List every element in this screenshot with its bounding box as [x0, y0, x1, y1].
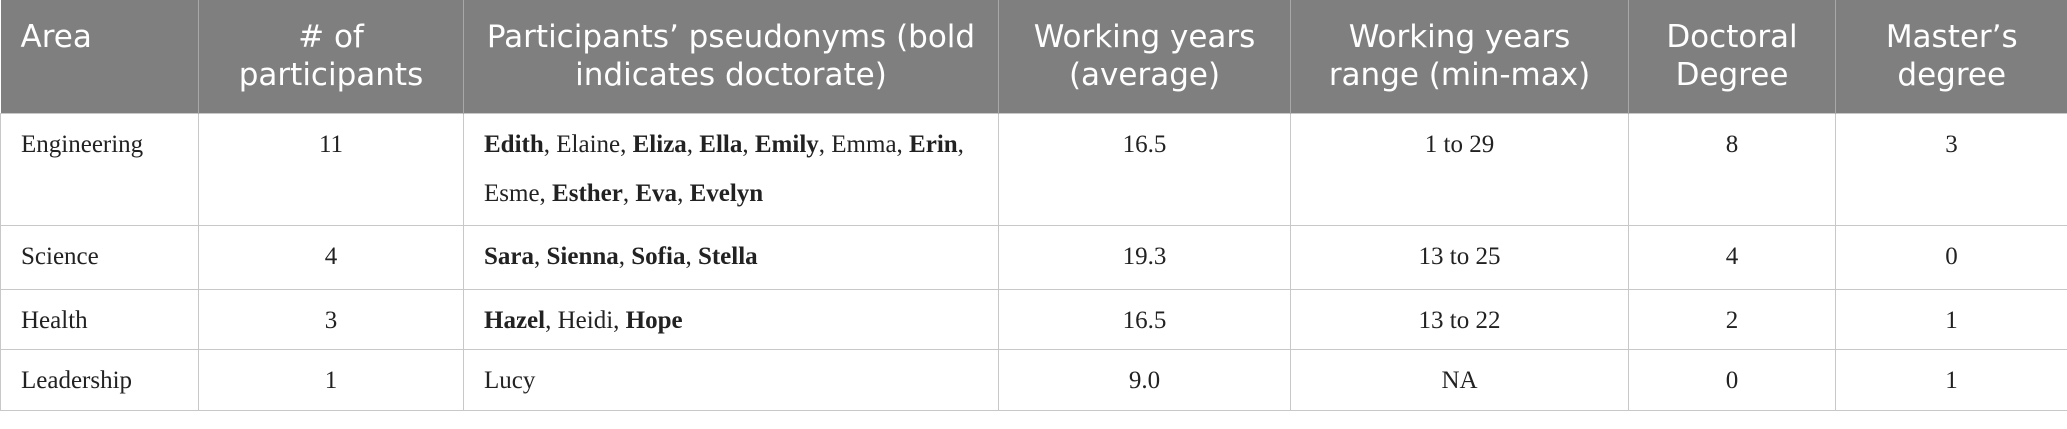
table-cell: NA [1290, 349, 1629, 411]
table-cell: 8 [1628, 113, 1836, 226]
table-body: Engineering 11 Edith, Elaine, Eliza, Ella,… [0, 113, 2067, 411]
pseudonym: Sofia [631, 243, 686, 270]
table-header: Area # of participants Participants’ pseud… [0, 0, 2067, 114]
table-cell: 1 to 29 [1290, 113, 1629, 226]
pseudonym: Esther [552, 180, 623, 207]
pseudonym: Sienna [546, 243, 619, 270]
pseudonym: Hope [625, 307, 683, 334]
pseudonym: Edith [484, 131, 544, 158]
table-cell: 1 [198, 349, 464, 411]
pseudonym: Hazel [484, 307, 546, 334]
table-cell: 16.5 [998, 289, 1291, 350]
table-cell: 4 [1628, 225, 1836, 290]
header-cell: Master’s degree [1835, 0, 2067, 114]
table-row: Science 4 Sara, Sienna, Sofia, Stella 19.3 1… [0, 225, 2067, 290]
table-row: Leadership 1 Lucy 9.0 NA 0 1 [0, 349, 2067, 411]
table-cell: 9.0 [998, 349, 1291, 411]
table-row: Health 3 Hazel, Heidi, Hope 16.5 13 to 22 2 1 [0, 289, 2067, 350]
table-cell: 1 [1835, 289, 2067, 350]
table-cell: 0 [1628, 349, 1836, 411]
table-cell: 16.5 [998, 113, 1291, 226]
table-row: Engineering 11 Edith, Elaine, Eliza, Ella,… [0, 113, 2067, 226]
header-row: Area # of participants Participants’ pseud… [0, 0, 2067, 114]
area-cell: Engineering [0, 113, 199, 226]
pseudonym: , [685, 243, 698, 270]
header-cell: Area [0, 0, 199, 114]
pseudonym: , [677, 180, 690, 207]
pseudonym: , [686, 131, 700, 158]
table-cell: 19.3 [998, 225, 1291, 290]
pseudonym: Erin [909, 131, 958, 158]
pseudonym: Eliza [632, 131, 687, 158]
pseudonym: , [622, 180, 636, 207]
area-cell: Leadership [0, 349, 199, 411]
pseudonym: Eva [635, 180, 678, 207]
pseudonym: , [742, 131, 755, 158]
pseudonym: , Esme, [484, 131, 964, 207]
pseudonym: , Heidi, [545, 307, 626, 334]
area-cell: Health [0, 289, 199, 350]
area-cell: Science [0, 225, 199, 290]
pseudonym: , [618, 243, 632, 270]
table-cell: 13 to 25 [1290, 225, 1629, 290]
pseudonyms-cell: Hazel, Heidi, Hope [463, 289, 999, 350]
table: Area # of participants Participants’ pseud… [0, 0, 2067, 411]
pseudonym: Emily [754, 131, 819, 158]
table-cell: 11 [198, 113, 464, 226]
pseudonym: , Emma, [818, 131, 910, 158]
pseudonym: Ella [699, 131, 743, 158]
table-cell: 3 [198, 289, 464, 350]
pseudonym: , Elaine, [543, 131, 633, 158]
pseudonyms-cell: Edith, Elaine, Eliza, Ella, Emily, Emma,… [463, 113, 999, 226]
pseudonyms-cell: Sara, Sienna, Sofia, Stella [463, 225, 999, 290]
table-cell: 2 [1628, 289, 1836, 350]
header-cell: # of participants [198, 0, 464, 114]
pseudonyms-cell: Lucy [463, 349, 999, 411]
pseudonym: , [534, 243, 547, 270]
pseudonym: Sara [484, 243, 534, 270]
pseudonym: Lucy [484, 367, 536, 394]
table-cell: 13 to 22 [1290, 289, 1629, 350]
table-cell: 1 [1835, 349, 2067, 411]
table-cell: 4 [198, 225, 464, 290]
header-cell: Doctoral Degree [1628, 0, 1836, 114]
pseudonym: Evelyn [689, 180, 764, 207]
table-cell: 3 [1835, 113, 2067, 226]
pseudonym: Stella [697, 243, 758, 270]
table-cell: 0 [1835, 225, 2067, 290]
header-cell: Working years range (min-max) [1290, 0, 1629, 114]
header-cell: Working years (average) [998, 0, 1291, 114]
header-cell: Participants’ pseudonyms (bold indicates… [463, 0, 999, 114]
